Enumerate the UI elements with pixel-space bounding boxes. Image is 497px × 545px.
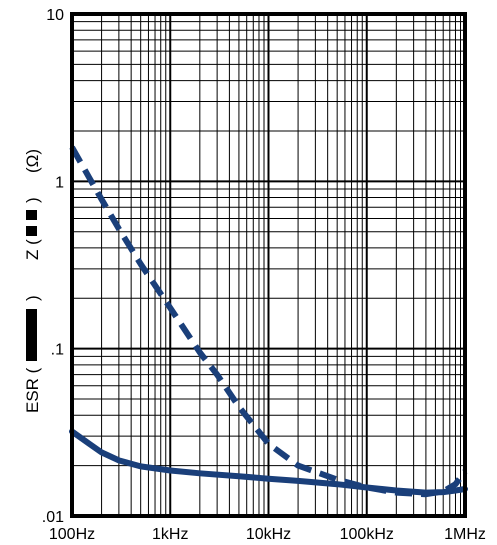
x-tick-labels: 100Hz 1kHz 10kHz 100kHz 1MHz (49, 526, 486, 543)
x-tick-label: 10kHz (246, 526, 291, 543)
z-legend-swatch-1 (26, 226, 37, 236)
x-tick-label: 100kHz (340, 526, 394, 543)
y-tick-label: 10 (46, 7, 64, 24)
plot-frame (70, 12, 467, 518)
series-line-esr (69, 428, 468, 496)
x-tick-label: 1kHz (152, 526, 188, 543)
y-label-z: Z ( (23, 239, 42, 260)
y-tick-label: .1 (51, 342, 64, 359)
y-tick-label: .01 (42, 509, 64, 526)
x-tick-label: 100Hz (49, 526, 95, 543)
series-layer (69, 145, 468, 498)
y-axis-label: ESR ( ) Z ( ) (Ω) (23, 149, 42, 413)
y-tick-label: 1 (55, 174, 64, 191)
x-tick-label: 1MHz (444, 526, 486, 543)
grid-minor-lines (72, 14, 465, 516)
esr-legend-swatch (26, 309, 37, 361)
z-legend-swatch-2 (26, 210, 37, 220)
y-label-unit: (Ω) (23, 149, 42, 173)
y-tick-labels: .01 .1 1 10 (42, 7, 64, 526)
y-label-esr: ESR ( (23, 367, 42, 413)
y-label-z-close: ) (23, 197, 42, 203)
y-label-esr-close: ) (23, 295, 42, 301)
